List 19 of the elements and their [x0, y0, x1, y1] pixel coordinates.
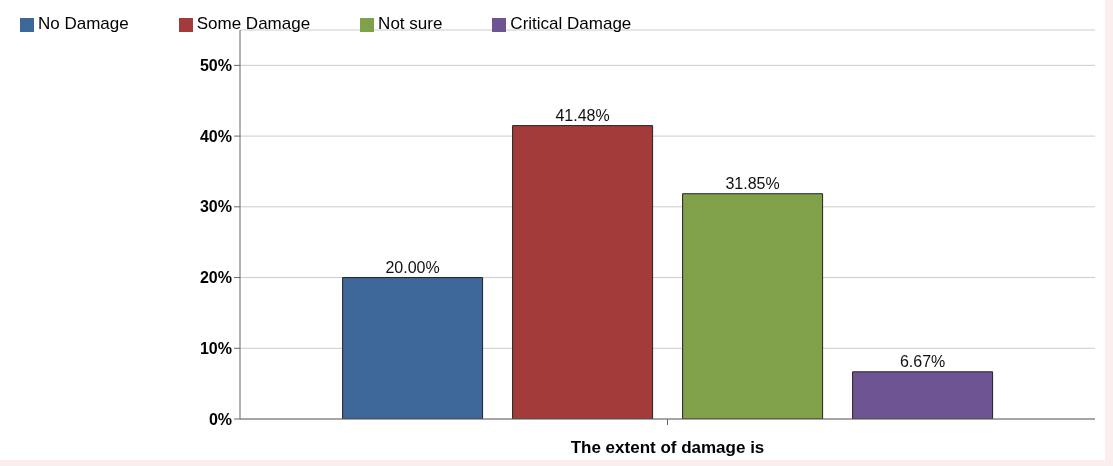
y-tick-label: 30% — [199, 198, 232, 216]
y-tick-label: 0% — [208, 410, 232, 428]
data-label: 31.85% — [725, 174, 780, 192]
bar — [682, 193, 824, 419]
bar — [512, 125, 654, 419]
data-label: 41.48% — [555, 106, 610, 124]
legend-label: No Damage — [38, 14, 129, 33]
bar — [342, 277, 484, 419]
legend-label: Critical Damage — [510, 14, 632, 33]
y-tick-label: 50% — [199, 57, 232, 75]
y-tick-label: 40% — [199, 127, 232, 145]
y-tick-label: 10% — [199, 339, 232, 357]
x-axis-title: The extent of damage is — [570, 438, 765, 457]
y-tick-label: 20% — [199, 269, 232, 287]
data-label: 6.67% — [899, 352, 946, 370]
data-label: 20.00% — [385, 258, 440, 276]
bar — [852, 371, 994, 419]
legend-label: Some Damage — [196, 14, 311, 33]
legend-label: Not sure — [378, 14, 443, 33]
